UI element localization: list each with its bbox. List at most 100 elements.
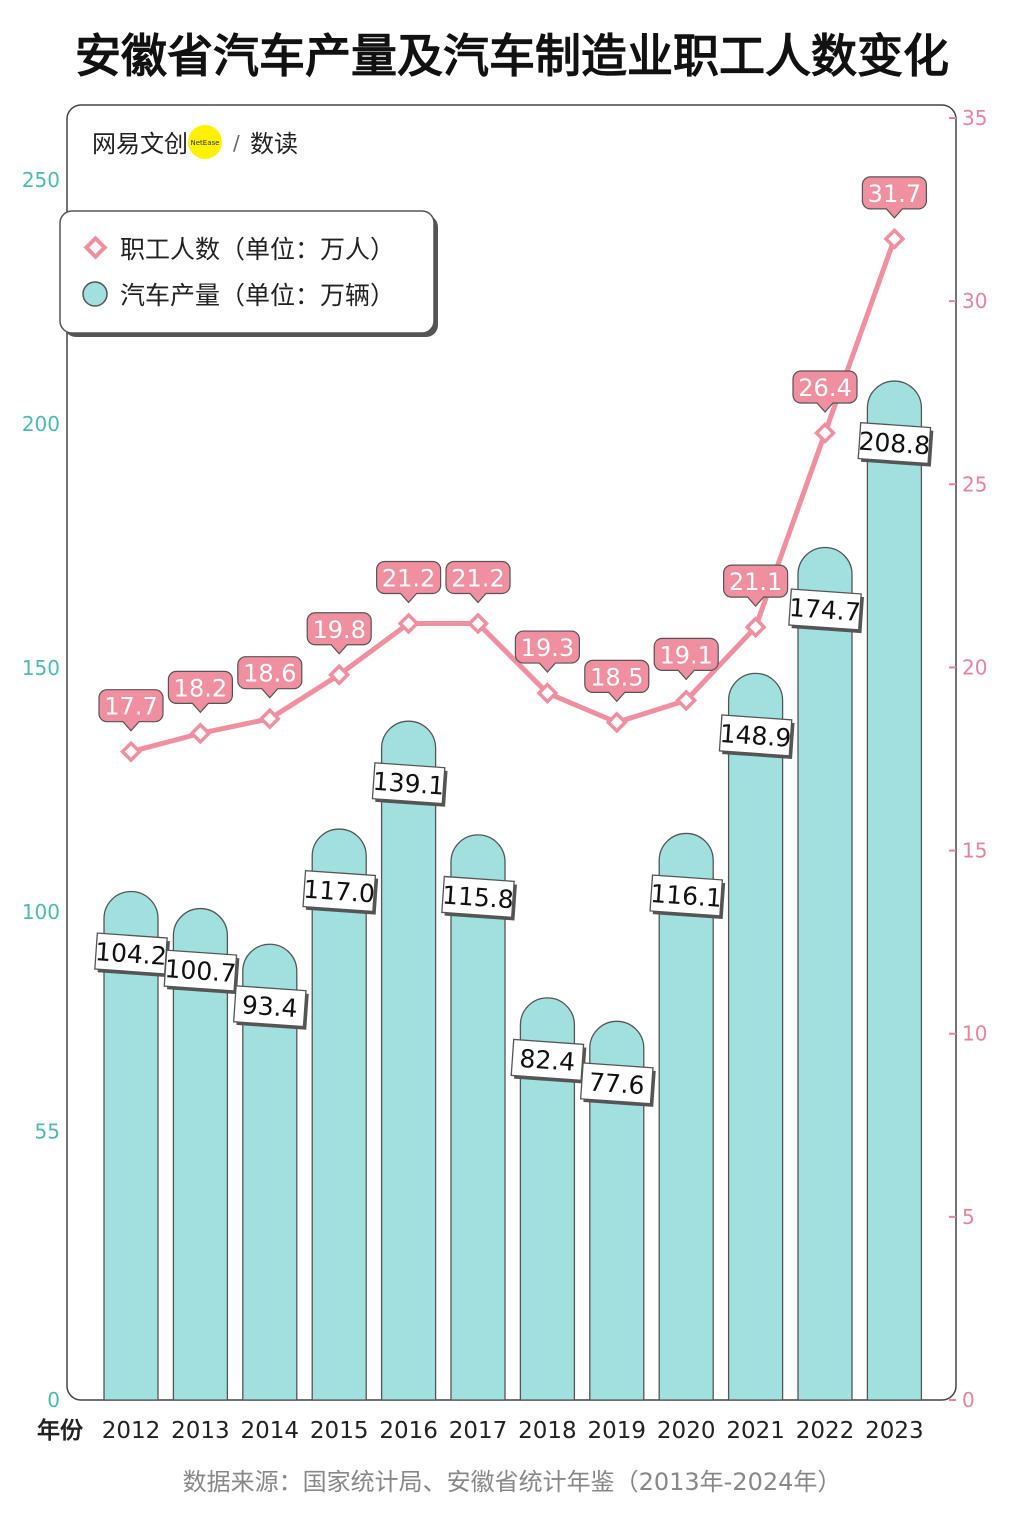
line-point — [744, 616, 767, 639]
line-value-label: 18.6 — [237, 656, 303, 699]
line-label-text: 18.2 — [174, 674, 227, 702]
bar-value-label: 148.9 — [718, 714, 795, 759]
line-label-text: 18.6 — [243, 660, 296, 688]
bar — [311, 828, 367, 1401]
line-value-label: 19.1 — [653, 637, 719, 681]
line-point — [120, 740, 142, 763]
bar-value-label: 174.7 — [788, 588, 864, 634]
line-value-label: 17.7 — [98, 689, 164, 732]
bar-label-text: 139.1 — [372, 767, 445, 801]
line-label-text: 18.5 — [590, 663, 643, 691]
line-label-bubble — [237, 656, 303, 699]
left-tick-label: 55 — [35, 1120, 60, 1144]
right-tick-label: 5 — [962, 1205, 975, 1229]
x-tick-label: 2012 — [102, 1418, 161, 1444]
line-label-text: 17.7 — [104, 693, 157, 721]
bar — [103, 890, 159, 1401]
bar-value-label: 77.6 — [579, 1062, 656, 1107]
line-label-bubble — [584, 659, 650, 703]
line-value-label: 21.1 — [723, 564, 789, 608]
legend-marker-line — [83, 235, 108, 260]
x-tick-label: 2014 — [241, 1418, 300, 1444]
bar — [242, 943, 298, 1401]
bar-label-text: 104.2 — [94, 937, 167, 971]
line-point — [536, 682, 559, 705]
bar-value-label: 93.4 — [232, 985, 309, 1030]
bar-label-box — [163, 949, 238, 992]
right-tick-label: 0 — [962, 1388, 975, 1412]
line-value-label: 18.2 — [167, 670, 233, 714]
bar-value-label: 139.1 — [371, 762, 448, 807]
line-label-text: 19.8 — [312, 616, 365, 644]
line-value-label: 19.8 — [306, 612, 372, 655]
brand-logo: 网易文创 NetEase / 数读 — [92, 125, 298, 159]
x-tick-label: 2017 — [449, 1418, 508, 1444]
bar — [380, 720, 437, 1401]
left-tick-label: 200 — [22, 412, 60, 436]
line-point — [189, 722, 212, 745]
left-tick-label: 0 — [47, 1388, 60, 1412]
bar-label-box — [371, 762, 446, 805]
line-point — [675, 689, 698, 712]
bar-label-text: 93.4 — [241, 990, 299, 1023]
x-tick-label: 2021 — [726, 1418, 785, 1444]
legend-label-line: 职工人数（单位：万人） — [120, 235, 395, 264]
line-value-label: 21.2 — [376, 560, 442, 604]
line-label-text: 21.2 — [451, 564, 504, 592]
chart-title: 安徽省汽车产量及汽车制造业职工人数变化 — [75, 29, 949, 83]
line-label-text: 19.1 — [659, 641, 712, 669]
left-tick-label: 100 — [22, 900, 60, 924]
line-label-text: 31.7 — [868, 180, 921, 208]
line-value-label: 18.5 — [584, 659, 650, 703]
bar — [658, 832, 714, 1401]
right-tick-label: 35 — [962, 106, 987, 130]
bar-value-label: 82.4 — [510, 1038, 587, 1084]
bar — [519, 997, 576, 1401]
right-tick-label: 25 — [962, 472, 987, 496]
x-tick-label: 2016 — [379, 1418, 438, 1444]
bar — [866, 380, 923, 1401]
line-value-label: 19.3 — [514, 630, 580, 673]
right-axis: 0 5 10 15 20 25 30 35 — [949, 106, 987, 1412]
x-tick-label: 2019 — [588, 1418, 647, 1444]
bar-label-box — [441, 875, 515, 918]
line-label-bubble — [445, 560, 511, 604]
bar-label-text: 208.8 — [858, 427, 931, 461]
bar-label-text: 82.4 — [519, 1044, 577, 1077]
bar-value-label: 104.2 — [94, 932, 170, 978]
line-labels: 17.7 18.2 18.6 19.8 21.2 21.2 19.3 18.5 19.1 21.1… — [98, 176, 927, 732]
line-label-bubble — [653, 637, 719, 681]
left-axis: 0 55 100 150 200 250 — [22, 168, 60, 1412]
x-tick-label: 2022 — [796, 1418, 855, 1444]
bar-label-text: 117.0 — [302, 875, 375, 909]
x-tick-label: 2020 — [657, 1418, 716, 1444]
right-tick-label: 20 — [962, 655, 987, 679]
bar-label-box — [232, 985, 307, 1028]
line-point — [258, 707, 281, 730]
x-tick-label: 2018 — [518, 1418, 577, 1444]
line-label-text: 21.2 — [382, 564, 435, 592]
bar — [450, 834, 506, 1401]
line-point — [328, 663, 351, 686]
bar — [797, 546, 853, 1401]
bar-label-text: 77.6 — [588, 1067, 646, 1100]
bar-label-text: 148.9 — [719, 719, 792, 753]
bar-series — [103, 380, 923, 1401]
line-label-bubble — [98, 689, 164, 732]
line-point — [883, 227, 906, 250]
bar-label-text: 116.1 — [649, 879, 722, 913]
bar-label-text: 174.7 — [788, 593, 861, 627]
right-tick-label: 30 — [962, 289, 987, 313]
right-tick-label: 15 — [962, 839, 987, 863]
source-note: 数据来源：国家统计局、安徽省统计年鉴（2013年-2024年） — [183, 1468, 842, 1496]
line-value-label: 26.4 — [792, 370, 858, 413]
brand-sub: 数读 — [250, 130, 298, 158]
line-label-bubble — [723, 564, 789, 608]
bar-value-label: 100.7 — [163, 949, 240, 995]
left-tick-label: 250 — [22, 168, 60, 192]
bar-value-label: 208.8 — [857, 421, 934, 467]
legend-box — [59, 210, 435, 334]
bar-label-text: 115.8 — [441, 880, 514, 914]
